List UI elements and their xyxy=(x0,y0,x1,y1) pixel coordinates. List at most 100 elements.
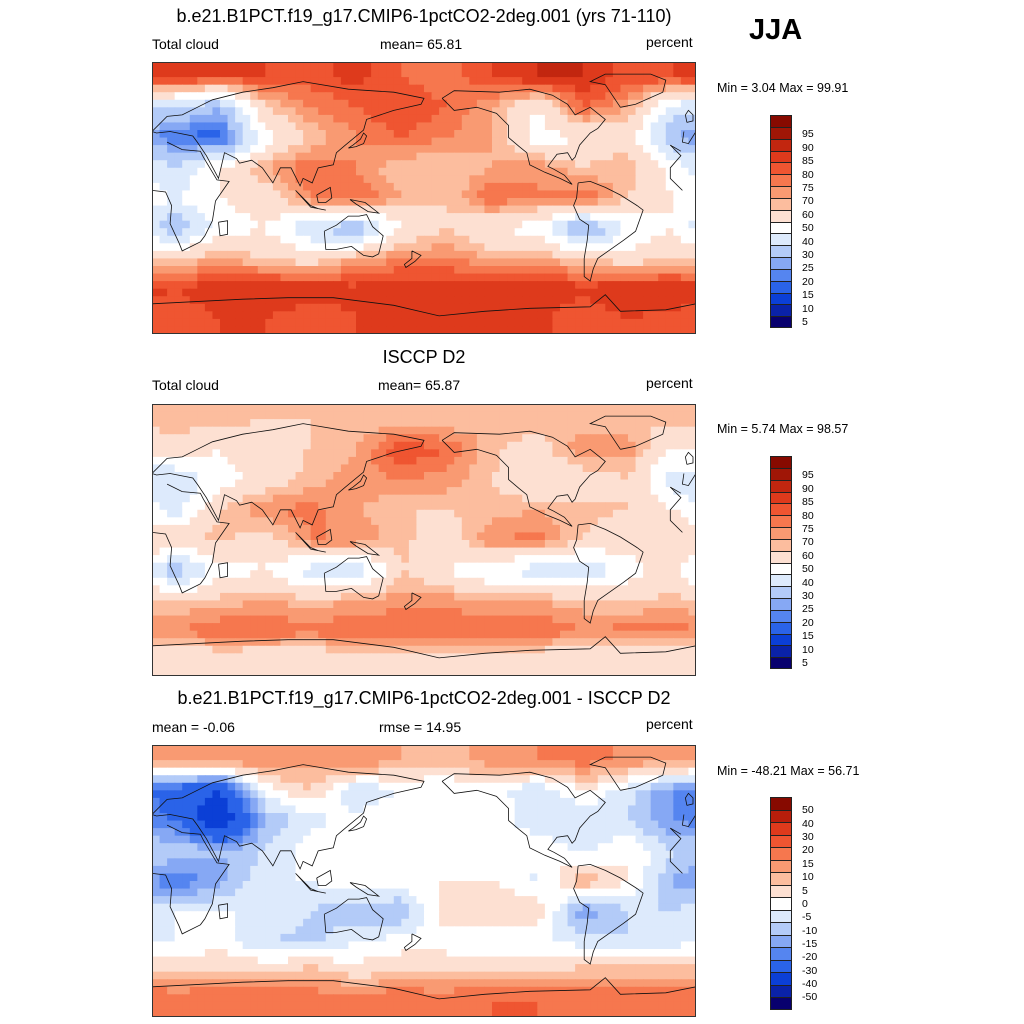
field-cell xyxy=(174,464,183,473)
field-cell xyxy=(408,137,418,146)
field-cell xyxy=(257,487,266,496)
field-cell xyxy=(227,570,236,579)
field-cell xyxy=(416,532,425,541)
field-cell xyxy=(507,487,516,496)
field-cell xyxy=(288,615,297,624)
field-cell xyxy=(167,502,176,511)
field-cell xyxy=(461,137,470,146)
field-cell xyxy=(167,250,176,260)
field-cells xyxy=(152,62,696,334)
field-cell xyxy=(204,243,214,252)
field-cell xyxy=(167,608,176,617)
field-cell xyxy=(220,570,229,579)
field-cell xyxy=(469,235,478,244)
field-cell xyxy=(582,84,591,93)
field-cell xyxy=(197,311,206,320)
field-cell xyxy=(159,623,168,632)
field-cell xyxy=(356,167,365,176)
field-cell xyxy=(522,638,531,647)
field-cell xyxy=(507,472,516,481)
field-cell xyxy=(469,608,478,617)
field-cell xyxy=(560,296,569,305)
field-cell xyxy=(439,175,448,184)
field-cell xyxy=(567,303,576,312)
field-cell xyxy=(597,190,606,199)
field-cell xyxy=(650,600,659,609)
field-cell xyxy=(590,69,599,78)
field-cell xyxy=(265,167,274,176)
field-cell xyxy=(597,130,606,139)
field-cell xyxy=(514,190,523,199)
field-cell xyxy=(356,160,365,169)
field-cell xyxy=(522,190,531,199)
field-cell xyxy=(665,638,674,647)
field-cell xyxy=(401,122,410,131)
field-cell xyxy=(363,167,372,176)
field-cell xyxy=(250,479,259,488)
field-cell xyxy=(288,547,297,556)
field-cell xyxy=(575,456,584,466)
field-cell xyxy=(552,145,561,154)
field-cell xyxy=(680,84,690,93)
field-cell xyxy=(250,311,259,320)
field-cell xyxy=(597,318,606,328)
field-cell xyxy=(310,487,319,496)
field-cell xyxy=(235,311,244,320)
field-cell xyxy=(401,99,410,108)
field-cell xyxy=(635,311,644,320)
field-cell xyxy=(446,570,455,579)
field-cell xyxy=(560,449,569,458)
field-cell xyxy=(378,524,387,534)
field-cell xyxy=(265,326,274,334)
field-cell xyxy=(363,494,372,503)
field-cell xyxy=(197,600,206,609)
field-cell xyxy=(590,175,599,184)
field-cell xyxy=(590,426,599,435)
field-cell xyxy=(507,411,516,420)
field-cell xyxy=(386,303,395,312)
field-cell xyxy=(560,592,569,602)
field-cell xyxy=(401,441,410,450)
field-cell xyxy=(182,623,191,632)
field-cell xyxy=(386,630,395,639)
field-cell xyxy=(235,213,244,222)
field-cell xyxy=(567,532,576,541)
field-cell xyxy=(363,311,372,320)
field-cell xyxy=(476,107,486,116)
field-cell xyxy=(424,273,433,282)
field-cell xyxy=(582,152,591,161)
field-cell xyxy=(182,404,191,413)
field-cell xyxy=(628,532,637,541)
field-cell xyxy=(439,130,448,139)
field-cell xyxy=(612,608,622,617)
field-cell xyxy=(620,592,629,602)
field-cell xyxy=(288,273,297,282)
field-cell xyxy=(620,404,629,413)
field-cell xyxy=(303,114,312,124)
field-cell xyxy=(643,638,652,647)
field-cell xyxy=(310,243,319,252)
field-cell xyxy=(650,145,659,154)
field-cell xyxy=(537,152,546,161)
field-cell xyxy=(295,502,304,511)
field-cell xyxy=(159,494,168,503)
field-cell xyxy=(333,288,342,297)
field-cell xyxy=(318,145,327,154)
field-cell xyxy=(424,517,433,526)
field-cell xyxy=(152,182,161,192)
field-cell xyxy=(197,281,206,290)
field-cell xyxy=(658,487,667,496)
field-cell xyxy=(567,547,576,556)
field-cell xyxy=(628,326,637,334)
field-cell xyxy=(537,456,546,466)
field-cell xyxy=(386,547,395,556)
field-cell xyxy=(476,570,486,579)
field-cell xyxy=(318,318,327,328)
field-cell xyxy=(159,517,168,526)
field-cell xyxy=(499,419,508,428)
field-cell xyxy=(189,509,198,518)
field-cell xyxy=(272,228,282,237)
field-cell xyxy=(325,562,334,571)
field-cell xyxy=(250,220,259,229)
field-cell xyxy=(658,288,667,297)
